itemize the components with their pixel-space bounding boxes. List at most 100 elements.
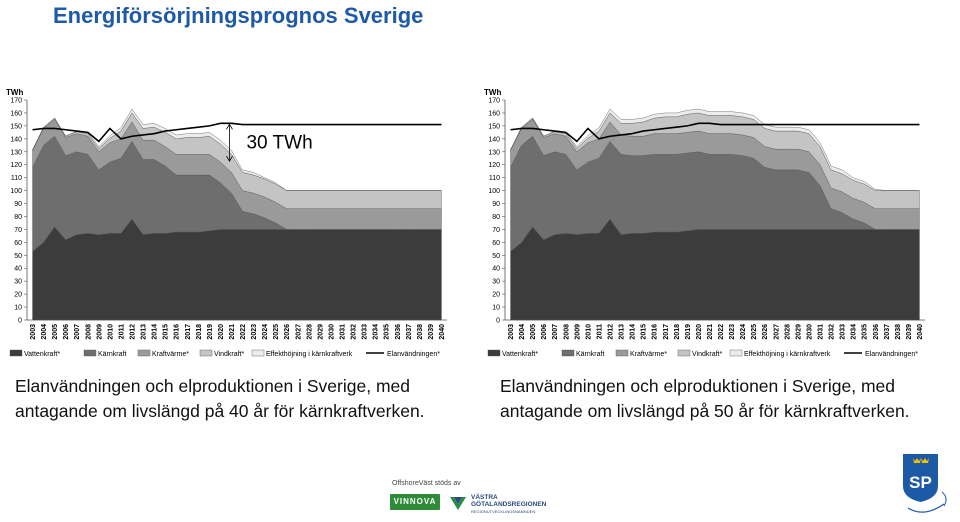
x-tick-label: 2039 [906, 324, 913, 340]
x-tick-label: 2019 [685, 324, 692, 340]
vg-text: VÄSTRA GÖTALANDSREGIONEN REGIONUTVECKLIN… [471, 494, 546, 515]
x-tick-label: 2032 [351, 324, 358, 340]
y-tick-label: 30 [492, 279, 500, 286]
y-tick-label: 0 [18, 318, 22, 325]
x-tick-label: 2029 [795, 324, 802, 340]
x-tick-label: 2033 [362, 324, 369, 340]
x-tick-label: 2020 [696, 324, 703, 340]
x-tick-label: 2031 [340, 324, 347, 340]
y-tick-label: 100 [488, 188, 500, 195]
x-tick-label: 2007 [74, 324, 81, 340]
x-tick-label: 2018 [196, 324, 203, 340]
caption-right: Elanvändningen och elproduktionen i Sver… [500, 376, 910, 421]
x-tick-label: 2025 [751, 324, 758, 340]
x-tick-label: 2014 [630, 324, 637, 340]
y-tick-label: 0 [496, 318, 500, 325]
y-tick-label: 120 [10, 162, 22, 169]
vg-mark-icon [450, 497, 466, 510]
x-tick-label: 2024 [740, 324, 747, 340]
y-tick-label: 50 [14, 253, 22, 260]
x-tick-label: 2039 [428, 324, 435, 340]
sp-logo-text: SP [909, 473, 932, 492]
x-tick-label: 2034 [851, 324, 858, 340]
x-tick-label: 2003 [30, 324, 37, 340]
legend-swatch [487, 349, 501, 357]
legend-swatch [677, 349, 691, 357]
x-tick-label: 2032 [829, 324, 836, 340]
legend-label: Vindkraft* [214, 351, 244, 358]
y-tick-label: 50 [492, 253, 500, 260]
y-tick-label: 130 [488, 149, 500, 156]
chart-left-svg: TWh0102030405060708090100110120130140150… [6, 88, 447, 358]
annotation-arrow-head-top [226, 123, 233, 130]
x-tick-label: 2026 [762, 324, 769, 340]
x-tick-label: 2028 [306, 324, 313, 340]
sp-crowns-icon [913, 458, 929, 463]
x-tick-label: 2010 [585, 324, 592, 340]
x-tick-label: 2027 [773, 324, 780, 340]
x-tick-label: 2013 [619, 324, 626, 340]
x-tick-label: 2038 [895, 324, 902, 340]
x-tick-label: 2021 [229, 324, 236, 340]
x-tick-label: 2004 [519, 324, 526, 340]
x-tick-label: 2014 [152, 324, 159, 340]
x-tick-label: 2031 [818, 324, 825, 340]
x-tick-label: 2027 [295, 324, 302, 340]
sponsor-text: OffshoreVäst stöds av [392, 480, 461, 487]
x-tick-label: 2015 [641, 324, 648, 340]
y-tick-label: 170 [488, 98, 500, 105]
x-tick-label: 2010 [107, 324, 114, 340]
y-tick-label: 110 [11, 175, 22, 182]
y-tick-label: 60 [492, 240, 500, 247]
x-tick-label: 2012 [608, 324, 615, 340]
y-tick-label: 20 [14, 292, 22, 299]
sp-logo: SP [903, 454, 947, 513]
x-tick-label: 2040 [917, 324, 924, 340]
x-tick-label: 2018 [674, 324, 681, 340]
series-line-elanvandningen [32, 122, 442, 143]
chart-right: TWh 0 10 20 30 40 50 60 70 80 90 100 110 120 130 140 150… [478, 86, 948, 364]
annotation-arrow-head-bottom [226, 155, 233, 162]
series-area-effekthöjning-i-kärnkraftverk [510, 108, 920, 191]
x-tick-label: 2028 [784, 324, 791, 340]
legend-label: Vattenkraft* [24, 351, 60, 358]
x-tick-label: 2013 [141, 324, 148, 340]
legend-label: Vattenkraft* [502, 351, 538, 358]
x-tick-label: 2020 [218, 324, 225, 340]
y-tick-label: 150 [488, 123, 500, 130]
x-tick-label: 2022 [718, 324, 725, 340]
y-tick-label: 150 [10, 123, 22, 130]
legend-swatch [729, 349, 743, 357]
x-tick-label: 2025 [273, 324, 280, 340]
x-tick-label: 2011 [118, 324, 125, 339]
legend-label: Effekthöjning i kärnkraftverk [744, 351, 831, 358]
y-tick-label: 20 [492, 292, 500, 299]
vastra-gotalandsregionen-logo: VÄSTRA GÖTALANDSREGIONEN REGIONUTVECKLIN… [449, 492, 559, 514]
legend-swatch [83, 349, 97, 357]
y-tick-label: 170 [10, 98, 22, 105]
y-tick-label: 100 [10, 188, 22, 195]
x-tick-label: 2021 [707, 324, 714, 340]
legend-label: Kärnkraft [98, 351, 126, 358]
legend-label: Kärnkraft [576, 351, 604, 358]
x-tick-label: 2004 [41, 324, 48, 340]
x-tick-label: 2017 [185, 324, 192, 340]
y-tick-label: 30 [14, 279, 22, 286]
x-tick-label: 2006 [541, 324, 548, 340]
y-tick-label: 160 [488, 110, 500, 117]
x-tick-label: 2007 [552, 324, 559, 340]
series-line-elanvandningen [510, 122, 920, 143]
vg-line-1: VÄSTRA [471, 494, 498, 501]
y-tick-label: 130 [10, 149, 22, 156]
legend-swatch [615, 349, 629, 357]
sp-swoosh-icon [907, 503, 945, 513]
y-tick-label: 80 [14, 214, 22, 221]
vg-line-3: REGIONUTVECKLINGSNÄMNDEN [471, 509, 536, 514]
x-tick-label: 2005 [52, 324, 59, 340]
sp-shield-icon [903, 454, 938, 502]
y-tick-label: 90 [492, 201, 500, 208]
x-tick-label: 2037 [406, 324, 413, 340]
y-tick-label: 60 [14, 240, 22, 247]
x-tick-label: 2030 [806, 324, 813, 340]
y-tick-label: 110 [489, 175, 500, 182]
